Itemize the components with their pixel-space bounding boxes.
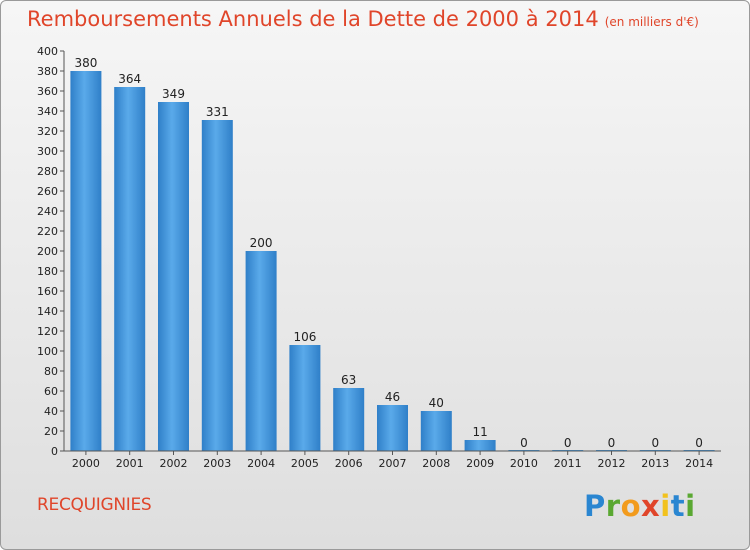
logo-letter: t [670, 489, 686, 523]
x-tick-label: 2003 [203, 457, 231, 470]
logo-letter: x [641, 489, 661, 523]
bar [289, 345, 321, 451]
y-tick-label: 380 [37, 65, 58, 78]
bars: 380 364 349 331 200 106 63 46 40 11 0 0 0 0 0 [70, 56, 715, 451]
y-tick-label: 320 [37, 125, 58, 138]
x-tick-label: 2008 [422, 457, 450, 470]
x-tick-label: 2010 [510, 457, 538, 470]
bar [377, 405, 408, 451]
y-tick-label: 20 [44, 425, 58, 438]
x-tick-label: 2011 [554, 457, 582, 470]
y-tick-label: 160 [37, 285, 58, 298]
bar-value-label: 46 [385, 390, 400, 404]
x-tick-label: 2014 [685, 457, 713, 470]
x-tick-label: 2006 [335, 457, 363, 470]
bar-value-label: 63 [341, 373, 356, 387]
x-tick-label: 2002 [160, 457, 188, 470]
chart-unit: (en milliers d'€) [604, 15, 699, 29]
y-tick-label: 340 [37, 105, 58, 118]
chart-title: Remboursements Annuels de la Dette de 20… [27, 7, 699, 31]
bar-value-label: 200 [250, 236, 273, 250]
logo-letter: r [605, 489, 621, 523]
bar-value-label: 364 [118, 72, 141, 86]
bar-value-label: 0 [520, 436, 528, 450]
y-tick-label: 300 [37, 145, 58, 158]
x-tick-label: 2012 [598, 457, 626, 470]
bar [158, 102, 189, 451]
y-tick-label: 0 [51, 445, 58, 458]
y-tick-label: 80 [44, 365, 58, 378]
x-tick-label: 2000 [72, 457, 100, 470]
logo-letter: o [620, 489, 642, 523]
bar [333, 388, 365, 451]
y-tick-label: 100 [37, 345, 58, 358]
bar-value-label: 0 [695, 436, 703, 450]
x-tick-label: 2005 [291, 457, 319, 470]
x-tick-label: 2007 [379, 457, 407, 470]
y-tick-label: 280 [37, 165, 58, 178]
logo-letter: P [584, 489, 606, 523]
y-tick-label: 260 [37, 185, 58, 198]
bar [245, 251, 277, 451]
location-name: RECQUIGNIES [37, 495, 152, 515]
y-tick-label: 120 [37, 325, 58, 338]
y-tick-label: 40 [44, 405, 58, 418]
bar [114, 87, 146, 451]
bar-value-label: 40 [429, 396, 444, 410]
bar-value-label: 106 [293, 330, 316, 344]
bar [464, 440, 496, 451]
y-tick-label: 200 [37, 245, 58, 258]
y-tick-label: 240 [37, 205, 58, 218]
y-tick-label: 220 [37, 225, 58, 238]
bar-value-label: 349 [162, 87, 185, 101]
y-tick-label: 60 [44, 385, 58, 398]
proxiti-logo: Proxiti [584, 489, 696, 523]
logo-letter: i [685, 489, 696, 523]
chart-title-text: Remboursements Annuels de la Dette de 20… [27, 7, 599, 31]
y-tick-label: 360 [37, 85, 58, 98]
logo-letter: i [660, 489, 671, 523]
x-tick-label: 2004 [247, 457, 275, 470]
bar-value-label: 0 [564, 436, 572, 450]
bar [70, 71, 102, 451]
y-tick-label: 400 [37, 45, 58, 58]
bar-value-label: 0 [608, 436, 616, 450]
bar-value-label: 0 [651, 436, 659, 450]
y-axis: 0 20 40 60 80 100 120 140 160 180 200 220 240 260 280 3… [37, 45, 65, 458]
y-tick-label: 140 [37, 305, 58, 318]
x-tick-label: 2009 [466, 457, 494, 470]
y-tick-label: 180 [37, 265, 58, 278]
x-axis: 2000 2001 2002 2003 2004 2005 2006 2007 2008 2009… [64, 450, 721, 470]
bar-value-label: 331 [206, 105, 229, 119]
bar-value-label: 380 [74, 56, 97, 70]
bar [420, 411, 452, 451]
x-tick-label: 2013 [641, 457, 669, 470]
x-tick-label: 2001 [116, 457, 144, 470]
bar [201, 120, 233, 451]
bar-value-label: 11 [472, 425, 487, 439]
